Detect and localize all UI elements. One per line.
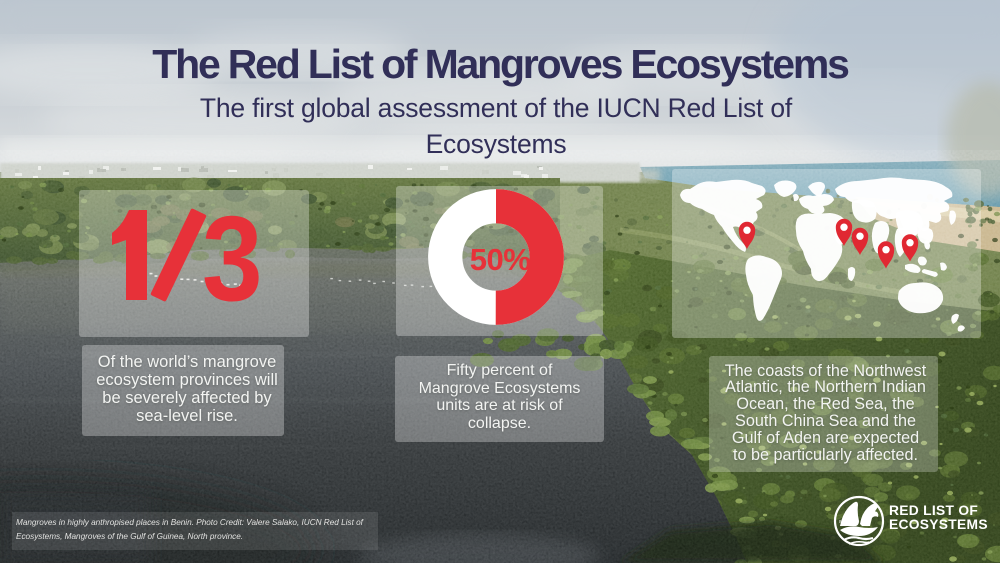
svg-text:IUCN: IUCN [839, 519, 849, 524]
